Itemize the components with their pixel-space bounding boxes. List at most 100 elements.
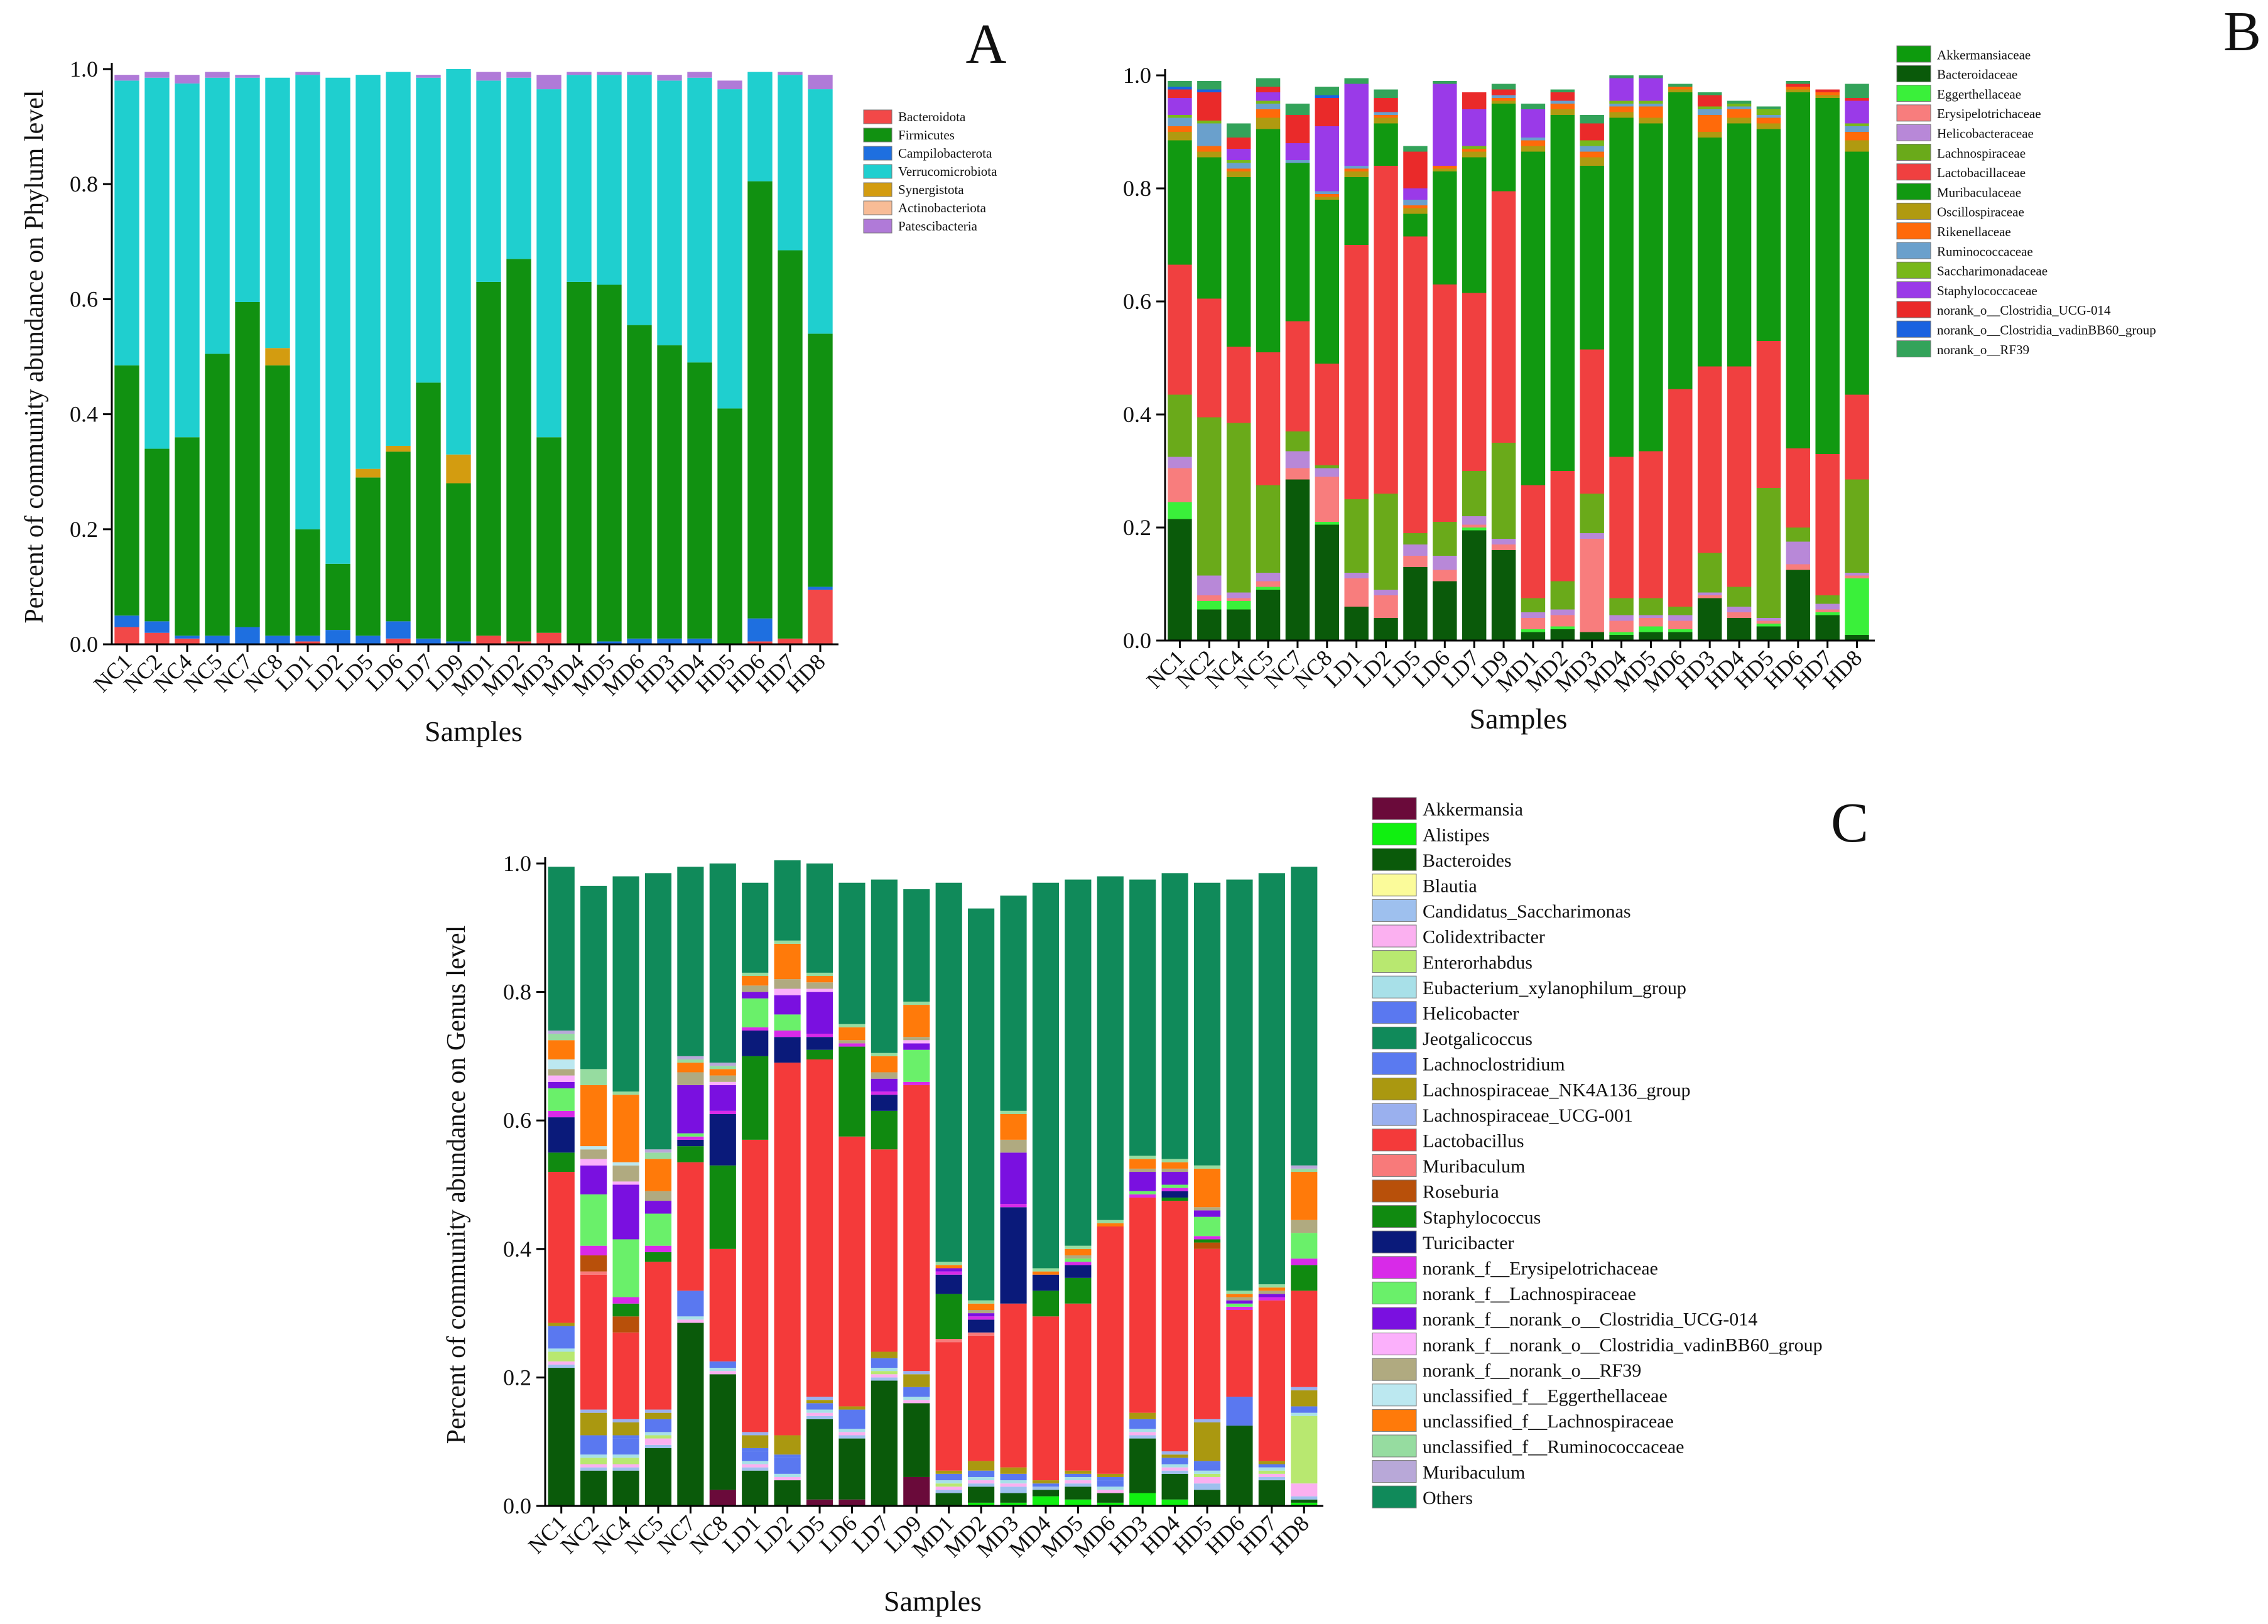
legend-label: Lactobacillus xyxy=(1423,1131,1524,1152)
bar-segment xyxy=(871,1095,898,1111)
bar-segment xyxy=(968,1332,995,1336)
bar-segment xyxy=(1226,1309,1253,1397)
x-axis-label: Samples xyxy=(884,1585,982,1617)
bar-segment xyxy=(677,1059,704,1063)
bar-segment xyxy=(1258,1470,1285,1474)
panel-c: 0.00.20.40.60.81.0NC1NC2NC4NC5NC7NC8LD1L… xyxy=(442,792,1869,1617)
bar-segment xyxy=(1193,1248,1221,1419)
bar-segment xyxy=(265,348,290,365)
bar-segment xyxy=(1374,117,1398,124)
legend-label: Roseburia xyxy=(1423,1182,1499,1203)
bar-segment xyxy=(1550,615,1575,627)
bar-segment xyxy=(1403,188,1428,200)
bar-segment xyxy=(1462,151,1487,158)
legend-swatch xyxy=(1896,320,1931,338)
bar-segment xyxy=(903,1040,930,1044)
bar-segment xyxy=(1491,84,1516,90)
bar-segment xyxy=(806,1049,833,1060)
legend-swatch xyxy=(1896,163,1931,181)
bar-segment xyxy=(1344,177,1369,245)
legend-swatch xyxy=(863,109,893,124)
bar-segment xyxy=(548,1034,575,1041)
bar-segment xyxy=(1032,1490,1060,1497)
bar-segment xyxy=(935,1342,962,1471)
bar-segment xyxy=(1161,1191,1188,1198)
bar-segment xyxy=(580,1412,607,1436)
bar-segment xyxy=(1521,598,1546,612)
bar-segment xyxy=(1285,321,1310,431)
bar-segment xyxy=(1258,1291,1285,1294)
bar-segment xyxy=(1609,117,1634,457)
bar-segment xyxy=(1580,494,1604,533)
bar-segment xyxy=(968,1502,995,1506)
bar-segment xyxy=(1168,468,1192,502)
y-tick-label: 0.6 xyxy=(70,286,98,311)
bar-segment xyxy=(709,1110,736,1114)
legend-swatch xyxy=(1372,1052,1417,1075)
bar-segment xyxy=(1226,1291,1253,1294)
bar-segment xyxy=(1609,620,1634,632)
bar-segment xyxy=(903,1081,930,1085)
bar-segment xyxy=(416,77,441,383)
bar-segment xyxy=(1845,132,1869,141)
bar-segment xyxy=(548,1081,575,1089)
bar-segment xyxy=(644,1262,672,1410)
bar-segment xyxy=(968,1461,995,1471)
bar-segment xyxy=(806,1400,833,1404)
bar-segment xyxy=(1491,550,1516,641)
bar-segment xyxy=(506,77,531,259)
bar-segment xyxy=(1668,615,1693,621)
bar-segment xyxy=(1129,1493,1156,1506)
bar-segment xyxy=(265,636,290,644)
bar-segment xyxy=(1097,1223,1124,1226)
bar-segment xyxy=(644,1435,672,1439)
bar-segment xyxy=(644,1201,672,1214)
bar-segment xyxy=(1097,1226,1124,1474)
bar-segment xyxy=(386,621,411,639)
bar-segment xyxy=(774,940,801,944)
bar-segment xyxy=(1258,1476,1285,1481)
bar-segment xyxy=(806,976,833,983)
bar-segment xyxy=(903,1001,930,1005)
legend-swatch xyxy=(1896,261,1931,279)
bar-segment xyxy=(597,75,622,285)
bar-segment xyxy=(416,75,441,78)
bar-segment xyxy=(935,1486,962,1490)
bar-segment xyxy=(1462,157,1487,293)
legend-label: norank_f__norank_o__Clostridia_vadinBB60… xyxy=(1423,1334,1823,1355)
bar-segment xyxy=(1193,1490,1221,1506)
bar-segment xyxy=(903,1005,930,1037)
bar-segment xyxy=(1285,115,1310,143)
bar-segment xyxy=(1161,1188,1188,1191)
bar-segment xyxy=(871,1072,898,1079)
legend-label: Patescibacteria xyxy=(898,219,978,234)
bar-segment xyxy=(1521,612,1546,618)
bar-segment xyxy=(742,1448,769,1452)
bar-segment xyxy=(1403,214,1428,237)
bar-segment xyxy=(1168,126,1192,132)
bar-segment xyxy=(1697,95,1722,107)
bar-segment xyxy=(580,885,607,1069)
bar-segment xyxy=(717,408,742,644)
bar-segment xyxy=(1129,1197,1156,1413)
bar-segment xyxy=(1168,394,1192,457)
legend-swatch xyxy=(1372,1179,1417,1203)
bar-segment xyxy=(1000,1110,1027,1114)
bar-segment xyxy=(1161,1451,1188,1455)
bar-segment xyxy=(1000,1139,1027,1153)
legend-swatch xyxy=(1372,1103,1417,1126)
legend-label: norank_o__Clostridia_UCG-014 xyxy=(1937,303,2111,318)
bar-segment xyxy=(1000,1207,1027,1304)
bar-segment xyxy=(1521,104,1546,109)
bar-segment xyxy=(548,1361,575,1365)
legend-label: Bacteroidaceae xyxy=(1937,67,2017,82)
bar-segment xyxy=(567,75,592,282)
y-tick-label: 0.6 xyxy=(503,1108,531,1133)
bar-segment xyxy=(1065,1470,1092,1474)
bar-segment xyxy=(838,1043,865,1047)
bar-segment xyxy=(1433,284,1457,522)
bar-segment xyxy=(1168,140,1192,265)
bar-segment xyxy=(774,860,801,941)
bar-segment xyxy=(774,1480,801,1506)
bar-segment xyxy=(747,641,773,644)
